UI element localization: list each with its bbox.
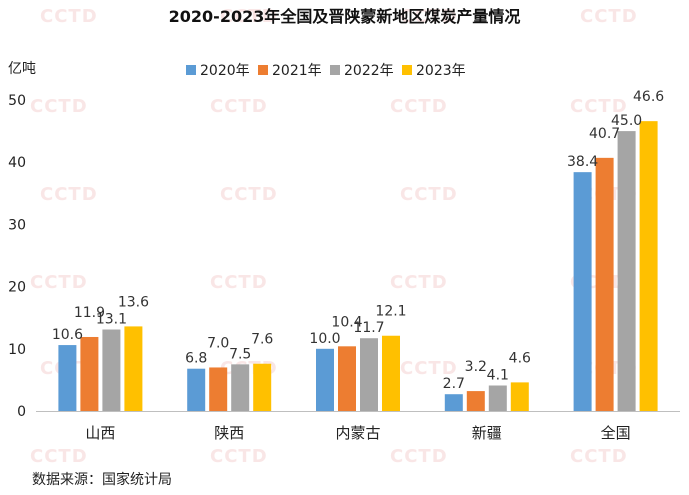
- bar: [466, 391, 485, 411]
- watermark-text: CCTD: [40, 184, 98, 205]
- data-label: 40.7: [589, 126, 620, 142]
- legend-swatch: [330, 65, 340, 75]
- bar: [444, 394, 463, 411]
- legend: 2020年 2021年 2022年 2023年: [186, 63, 466, 79]
- legend-swatch: [186, 65, 196, 75]
- data-label: 6.8: [185, 351, 207, 367]
- data-label: 7.0: [207, 335, 229, 351]
- category-labels: 山西 陕西 内蒙古 新疆 全国: [85, 424, 630, 442]
- data-label: 10.0: [309, 331, 340, 347]
- bar: [338, 346, 356, 411]
- watermark-text: CCTD: [400, 6, 458, 27]
- legend-label: 2021年: [272, 63, 322, 79]
- watermark-text: CCTD: [30, 272, 88, 293]
- bar: [595, 157, 614, 411]
- watermark-text: CCTD: [390, 272, 448, 293]
- data-label: 11.9: [74, 305, 105, 321]
- data-label: 46.6: [633, 89, 664, 105]
- bar: [187, 368, 206, 411]
- data-labels: 10.6 11.913.1 13.6 6.87.07.57.6 10.010.411.7…: [52, 89, 664, 392]
- watermark-text: CCTD: [400, 358, 458, 379]
- bar: [360, 338, 378, 411]
- bar: [510, 382, 529, 411]
- y-tick-label: 40: [8, 155, 26, 171]
- watermark-text: CCTD: [580, 6, 638, 27]
- legend-swatch: [258, 65, 268, 75]
- source-note: 数据来源：国家统计局: [32, 471, 172, 488]
- bar: [617, 131, 636, 411]
- data-label: 7.5: [229, 346, 251, 362]
- y-axis-ticks: 0 10 20 30 40 50: [8, 93, 26, 420]
- bar: [124, 326, 143, 411]
- category-label: 新疆: [472, 424, 502, 442]
- watermark-text: CCTD: [210, 446, 268, 467]
- bar: [209, 367, 228, 411]
- y-axis-unit-label: 亿吨: [8, 61, 36, 77]
- bar: [102, 329, 121, 411]
- watermark-text: CCTD: [570, 96, 628, 117]
- data-label: 11.7: [353, 320, 384, 336]
- y-tick-label: 30: [8, 217, 26, 233]
- bar: [253, 363, 272, 411]
- category-label: 山西: [85, 424, 115, 442]
- data-label: 45.0: [611, 113, 642, 129]
- data-label: 12.1: [375, 304, 406, 320]
- data-label: 38.4: [567, 154, 598, 170]
- category-label: 陕西: [214, 424, 244, 442]
- data-label: 3.2: [465, 359, 487, 375]
- category-label: 全国: [601, 424, 631, 442]
- watermark-layer: CCTD CCTD CCTD CCTD CCTD CCTD CCTD CCTD CCTD CCTD…: [30, 6, 638, 467]
- bar: [573, 172, 592, 411]
- bar: [382, 335, 400, 411]
- y-tick-label: 10: [8, 342, 26, 358]
- data-label: 10.6: [52, 327, 83, 343]
- bar: [58, 345, 77, 411]
- watermark-text: CCTD: [40, 6, 98, 27]
- y-tick-label: 50: [8, 93, 26, 109]
- legend-label: 2020年: [200, 63, 250, 79]
- data-label: 10.4: [331, 314, 362, 330]
- data-label: 13.6: [118, 294, 149, 310]
- data-label: 7.6: [251, 332, 273, 348]
- watermark-text: CCTD: [30, 96, 88, 117]
- data-label: 4.1: [487, 367, 509, 383]
- bar: [80, 336, 99, 411]
- legend-label: 2023年: [416, 63, 466, 79]
- category-label: 内蒙古: [335, 424, 380, 442]
- chart-title: 2020-2023年全国及晋陕蒙新地区煤炭产量情况: [169, 7, 521, 26]
- data-label: 4.6: [509, 350, 531, 366]
- watermark-text: CCTD: [400, 184, 458, 205]
- watermark-text: CCTD: [210, 96, 268, 117]
- data-label: 2.7: [443, 376, 465, 392]
- watermark-text: CCTD: [210, 272, 268, 293]
- watermark-text: CCTD: [220, 6, 278, 27]
- bar: [316, 348, 334, 411]
- watermark-text: CCTD: [30, 446, 88, 467]
- bar: [639, 121, 658, 411]
- data-label: 13.1: [96, 312, 127, 328]
- y-tick-label: 0: [17, 404, 26, 420]
- watermark-text: CCTD: [390, 446, 448, 467]
- bar: [231, 364, 250, 411]
- legend-swatch: [402, 65, 412, 75]
- legend-label: 2022年: [344, 63, 394, 79]
- bar: [488, 385, 507, 411]
- y-tick-label: 20: [8, 280, 26, 296]
- watermark-text: CCTD: [390, 96, 448, 117]
- watermark-text: CCTD: [570, 446, 628, 467]
- bars: [58, 121, 658, 411]
- watermark-text: CCTD: [220, 184, 278, 205]
